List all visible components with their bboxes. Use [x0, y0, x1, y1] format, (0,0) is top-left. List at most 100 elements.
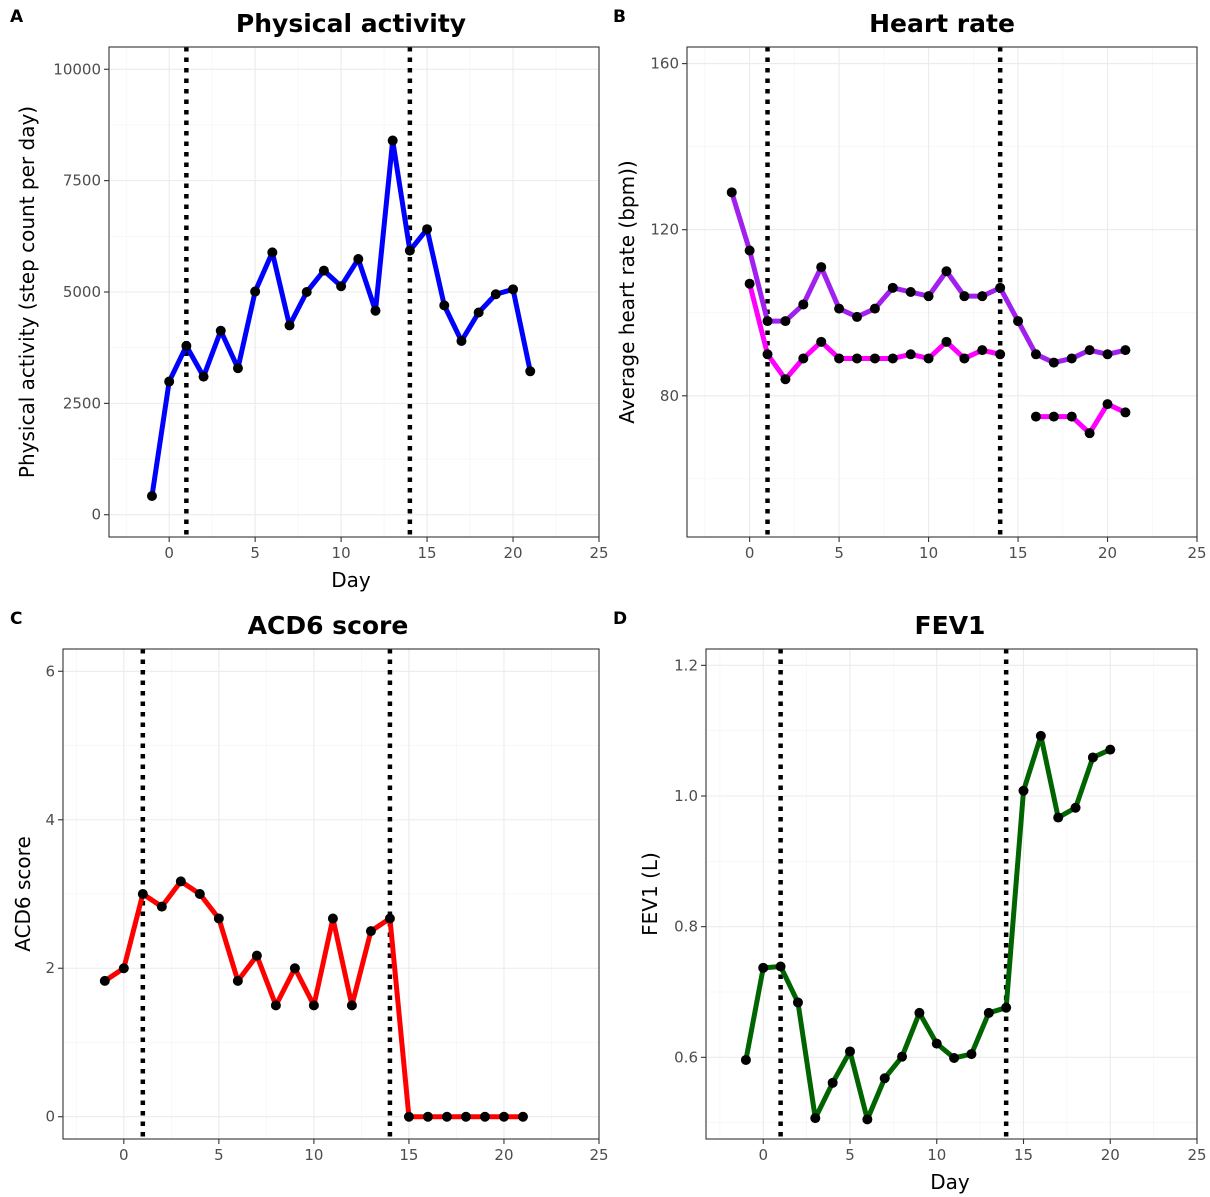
data-point: [404, 245, 415, 256]
data-point: [508, 284, 519, 295]
chart-title: Heart rate: [869, 9, 1015, 38]
data-point: [198, 371, 209, 382]
y-tick-label: 10000: [53, 60, 101, 78]
data-point: [762, 316, 773, 327]
data-point: [995, 349, 1006, 360]
data-point: [251, 950, 262, 961]
plot-area: 0 5 10 15 20 25 0.6 0.8 1.0 1.2: [674, 648, 1207, 1164]
panel-letter: C: [10, 609, 22, 629]
data-point: [384, 913, 395, 924]
data-point: [181, 340, 192, 351]
data-point: [1102, 399, 1113, 410]
data-point: [959, 353, 970, 364]
y-tick-label: 80: [660, 387, 679, 405]
data-point: [289, 963, 300, 974]
plot-frame: [705, 648, 1198, 1140]
data-point: [780, 374, 791, 385]
y-tick-label: 0: [45, 1108, 55, 1126]
data-point: [215, 325, 226, 336]
x-tick-label: 5: [845, 1146, 855, 1164]
data-point: [941, 336, 952, 347]
panel-b: 0 5 10 15 20 25 80 120 160 B Heart rate Average …: [613, 7, 1207, 562]
x-axis-label: Day: [930, 1170, 970, 1194]
data-point: [941, 266, 952, 277]
data-point: [1053, 812, 1064, 823]
data-point: [845, 1046, 856, 1057]
data-point: [284, 320, 295, 331]
data-point: [834, 353, 845, 364]
data-point: [1084, 345, 1095, 356]
data-point: [232, 975, 243, 986]
data-point: [905, 349, 916, 360]
chart-title: FEV1: [915, 611, 986, 640]
panel-a: 0 5 10 15 20 25 0 2500 5000 7500 10000 A Physical …: [10, 7, 609, 592]
data-point: [1018, 785, 1029, 796]
data-point: [869, 353, 880, 364]
y-tick-label: 6: [45, 662, 55, 680]
data-point: [422, 224, 433, 235]
data-point: [1102, 349, 1113, 360]
x-tick-label: 10: [304, 1146, 323, 1164]
data-point: [439, 300, 450, 311]
data-point: [852, 353, 862, 364]
x-tick-label: 0: [758, 1146, 768, 1164]
data-point: [905, 287, 916, 297]
plot-frame: [62, 648, 600, 1140]
data-point: [336, 281, 347, 292]
data-point: [897, 1051, 908, 1062]
data-point: [887, 353, 898, 364]
data-point: [852, 311, 862, 322]
x-tick-label: 5: [250, 544, 260, 562]
data-point: [1013, 316, 1024, 327]
y-tick-label: 1.2: [674, 656, 698, 674]
data-point: [490, 289, 501, 300]
chart-title: ACD6 score: [248, 611, 409, 640]
x-tick-label: 0: [119, 1146, 129, 1164]
data-point: [99, 975, 110, 986]
data-point: [1120, 345, 1131, 356]
panel-c: 0 5 10 15 20 25 0 2 4 6 C ACD6 score ACD6 score: [10, 609, 609, 1164]
y-tick-label: 0.6: [674, 1048, 698, 1066]
data-point: [1048, 357, 1059, 368]
data-point: [250, 286, 261, 297]
data-point: [164, 376, 175, 387]
plot-frame: [108, 46, 600, 538]
y-tick-label: 1.0: [674, 787, 698, 805]
data-point: [1048, 411, 1059, 422]
data-point: [137, 889, 148, 899]
data-point: [1084, 428, 1095, 439]
x-tick-label: 10: [927, 1146, 946, 1164]
panel-letter: A: [10, 7, 24, 27]
data-point: [1035, 730, 1046, 741]
chart-title: Physical activity: [236, 9, 466, 38]
data-point: [525, 366, 536, 377]
y-tick-label: 2: [45, 959, 55, 977]
data-point: [914, 1007, 925, 1018]
data-point: [798, 299, 809, 310]
x-tick-label: 20: [1098, 544, 1117, 562]
data-point: [473, 307, 484, 318]
data-point: [194, 889, 205, 899]
data-point: [762, 349, 773, 360]
data-point: [1087, 752, 1098, 763]
y-tick-label: 5000: [63, 283, 101, 301]
x-tick-label: 10: [919, 544, 938, 562]
data-point: [827, 1077, 838, 1088]
data-point: [983, 1007, 994, 1018]
data-point: [995, 282, 1006, 293]
data-point: [270, 1000, 281, 1011]
data-point: [327, 913, 338, 924]
data-point: [213, 913, 224, 924]
data-point: [792, 997, 803, 1008]
data-point: [1066, 411, 1077, 422]
data-point: [726, 187, 737, 198]
data-point: [775, 961, 786, 972]
data-point: [1030, 411, 1041, 422]
data-point: [879, 1073, 890, 1084]
data-point: [798, 353, 809, 364]
x-tick-label: 15: [418, 544, 437, 562]
data-point: [456, 336, 467, 346]
data-point: [370, 305, 381, 316]
y-tick-label: 4: [45, 811, 55, 829]
